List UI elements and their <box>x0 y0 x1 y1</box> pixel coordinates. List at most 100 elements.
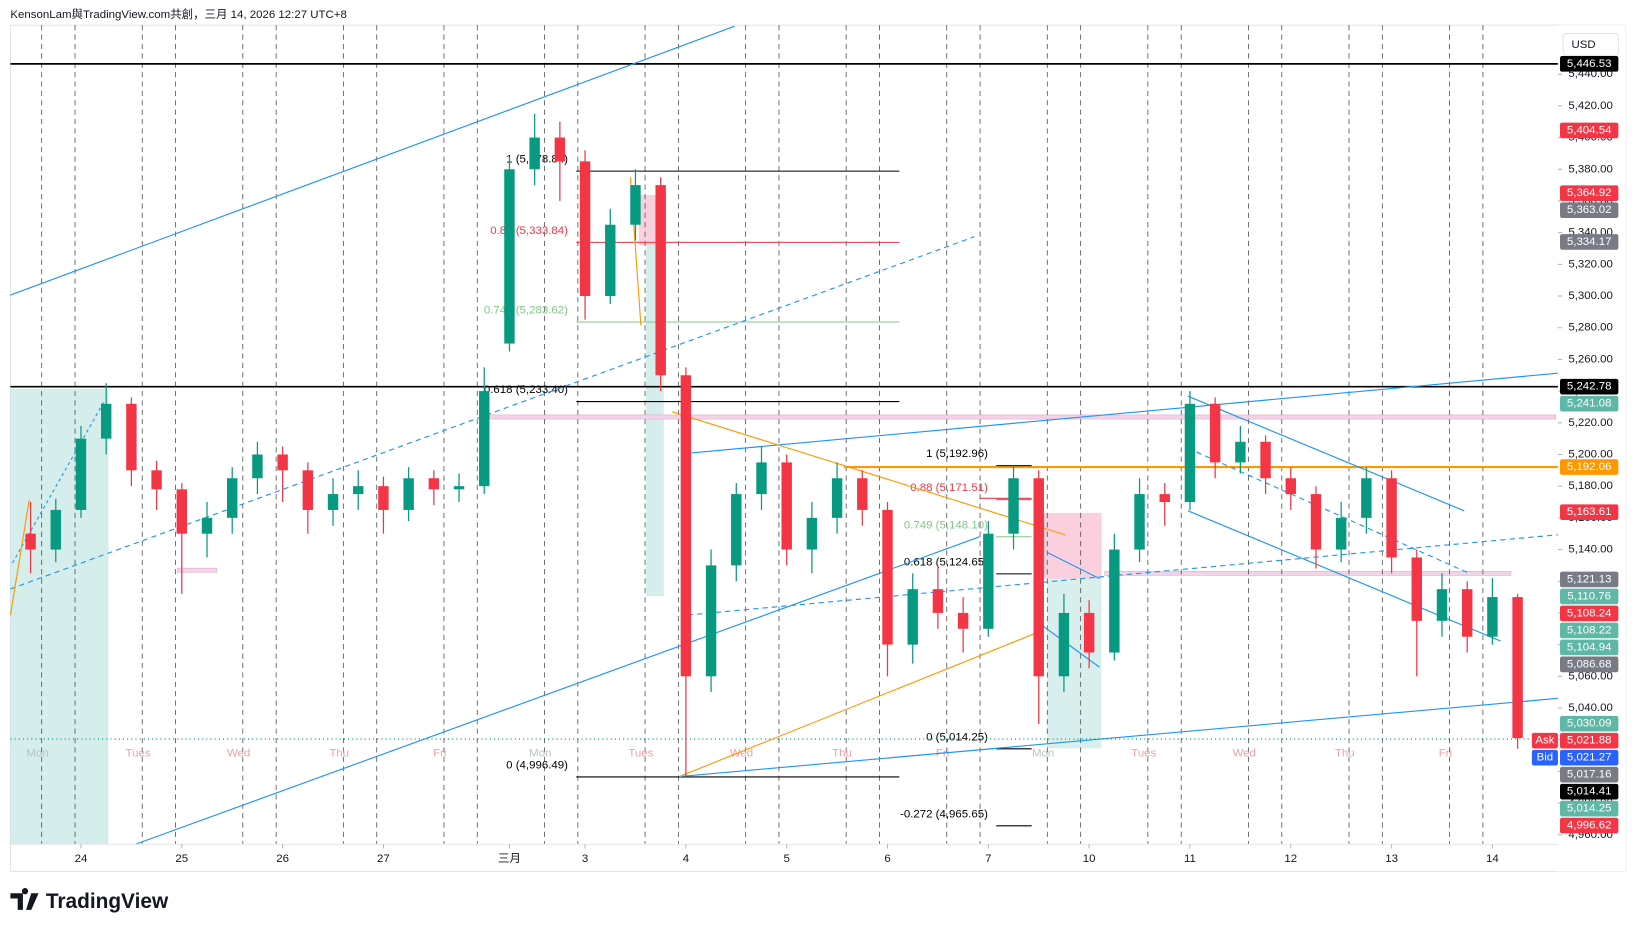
price-tag <box>1560 766 1619 783</box>
candle-body <box>1159 494 1170 503</box>
weekday-label: Fri <box>1439 748 1452 760</box>
candle-body <box>176 489 188 534</box>
y-tick-label: 5,140.00 <box>1568 544 1613 556</box>
side-tag-label: Bid <box>1537 752 1554 764</box>
fib-level-label: 0.88 (5,333.84) <box>490 225 568 237</box>
candle-body <box>1008 478 1019 534</box>
price-tag <box>1560 605 1619 622</box>
currency-button[interactable] <box>1562 32 1619 56</box>
side-tag-label: Ask <box>1535 735 1554 747</box>
weekday-label: Thu <box>329 748 349 760</box>
price-tag <box>1560 234 1619 250</box>
side-tag <box>1531 749 1558 766</box>
weekday-label: Fri <box>433 748 446 760</box>
price-tag <box>1560 378 1619 395</box>
price-tag <box>1560 571 1619 588</box>
price-tag-label: 5,404.54 <box>1567 124 1612 136</box>
trend-line <box>687 534 1558 616</box>
candle-body <box>252 454 263 479</box>
axes: 4,960.004,980.005,000.005,020.005,040.00… <box>10 25 1626 872</box>
candle-body <box>100 403 112 439</box>
candle-body <box>1436 589 1448 621</box>
price-tag <box>1560 749 1619 766</box>
candle-body <box>529 137 540 170</box>
fib-level-label: 0.749 (5,148.10) <box>904 519 988 531</box>
fib-level-label: 0 (5,014.25) <box>926 731 988 743</box>
price-tag-label: 5,446.53 <box>1567 58 1612 70</box>
x-tick-label: 10 <box>1083 853 1096 865</box>
x-tick-label: 6 <box>884 853 890 865</box>
logo: TradingView <box>10 888 169 913</box>
weekday-label: Wed <box>227 748 250 760</box>
zone-band <box>1104 570 1512 576</box>
price-levels: 1 (5,378.84)0.88 (5,333.84)0.749 (5,283.… <box>10 63 1558 827</box>
candle-body <box>680 375 692 677</box>
price-tag <box>1560 800 1619 817</box>
weekday-label: Mon <box>1032 748 1054 760</box>
trend-line <box>1187 395 1465 512</box>
weekday-label: Mon <box>26 748 48 760</box>
price-tag <box>1560 783 1619 800</box>
price-tag <box>1560 56 1619 72</box>
candle-body <box>983 533 994 629</box>
price-tag <box>1560 622 1619 639</box>
x-tick-label: 27 <box>377 853 390 865</box>
candle-body <box>479 391 490 487</box>
candle-body <box>151 470 162 490</box>
x-tick-label: 12 <box>1284 853 1297 865</box>
candle-body <box>25 533 36 550</box>
candle-body <box>1285 478 1296 495</box>
candle-body <box>1058 612 1070 677</box>
trend-line <box>685 372 1558 455</box>
weekday-label: Wed <box>1233 748 1256 760</box>
y-tick-label: 5,300.00 <box>1568 290 1613 302</box>
price-tag-label: 5,364.92 <box>1567 187 1612 199</box>
candle-body <box>781 462 792 550</box>
candle-body <box>1512 597 1523 739</box>
candle-body <box>731 494 742 566</box>
weekday-label: Tues <box>126 748 151 760</box>
price-tag-label: 5,192.06 <box>1567 461 1612 473</box>
candle-body <box>353 486 364 495</box>
price-tag-label: 5,021.88 <box>1567 735 1612 747</box>
fib-level-label: 0.749 (5,283.62) <box>484 305 568 317</box>
price-tag-label: 5,021.27 <box>1567 752 1612 764</box>
candle-body <box>403 478 414 510</box>
trend-line <box>10 236 975 590</box>
drawings-back <box>10 195 1557 845</box>
candle-body <box>227 478 238 518</box>
fib-level-label: -0.272 (4,965.65) <box>900 808 988 820</box>
weekday-label: Mon <box>529 748 551 760</box>
trend-line <box>10 25 735 296</box>
zone-band <box>489 414 1557 420</box>
price-tag-label: 5,163.61 <box>1567 506 1612 518</box>
y-tick-label: 5,320.00 <box>1568 258 1613 270</box>
price-tag <box>1560 732 1619 749</box>
candle-body <box>957 612 969 629</box>
trend-line <box>1187 447 1470 574</box>
candle-body <box>605 224 616 297</box>
x-tick-label: 24 <box>75 853 88 865</box>
candle-body <box>378 486 389 510</box>
x-tick-label: 13 <box>1385 853 1398 865</box>
candle-body <box>1235 441 1246 463</box>
price-tag-label: 5,363.02 <box>1567 204 1612 216</box>
candle-body <box>201 517 213 534</box>
candle-body <box>504 169 515 344</box>
candle-body <box>1310 494 1322 550</box>
price-tag <box>1560 122 1619 139</box>
price-tag-label: 4,996.62 <box>1567 820 1612 832</box>
trend-lines <box>9 25 1558 845</box>
currency-label[interactable]: USD <box>1571 39 1595 51</box>
price-tag-label: 5,121.13 <box>1567 573 1612 585</box>
candle-body <box>453 486 465 490</box>
range-shade <box>10 388 109 845</box>
y-tick-label: 5,200.00 <box>1568 449 1613 461</box>
trend-line <box>1047 551 1100 580</box>
session-separators: Mon Tues Wed Thu Fri Mon Tues Wed Thu Fri Mon Tues W… <box>26 25 1484 845</box>
price-tag <box>1560 588 1619 605</box>
candle-body <box>579 161 591 297</box>
x-tick-label: 5 <box>784 853 790 865</box>
price-tag <box>1560 185 1619 201</box>
price-tag-label: 5,086.68 <box>1567 658 1612 670</box>
